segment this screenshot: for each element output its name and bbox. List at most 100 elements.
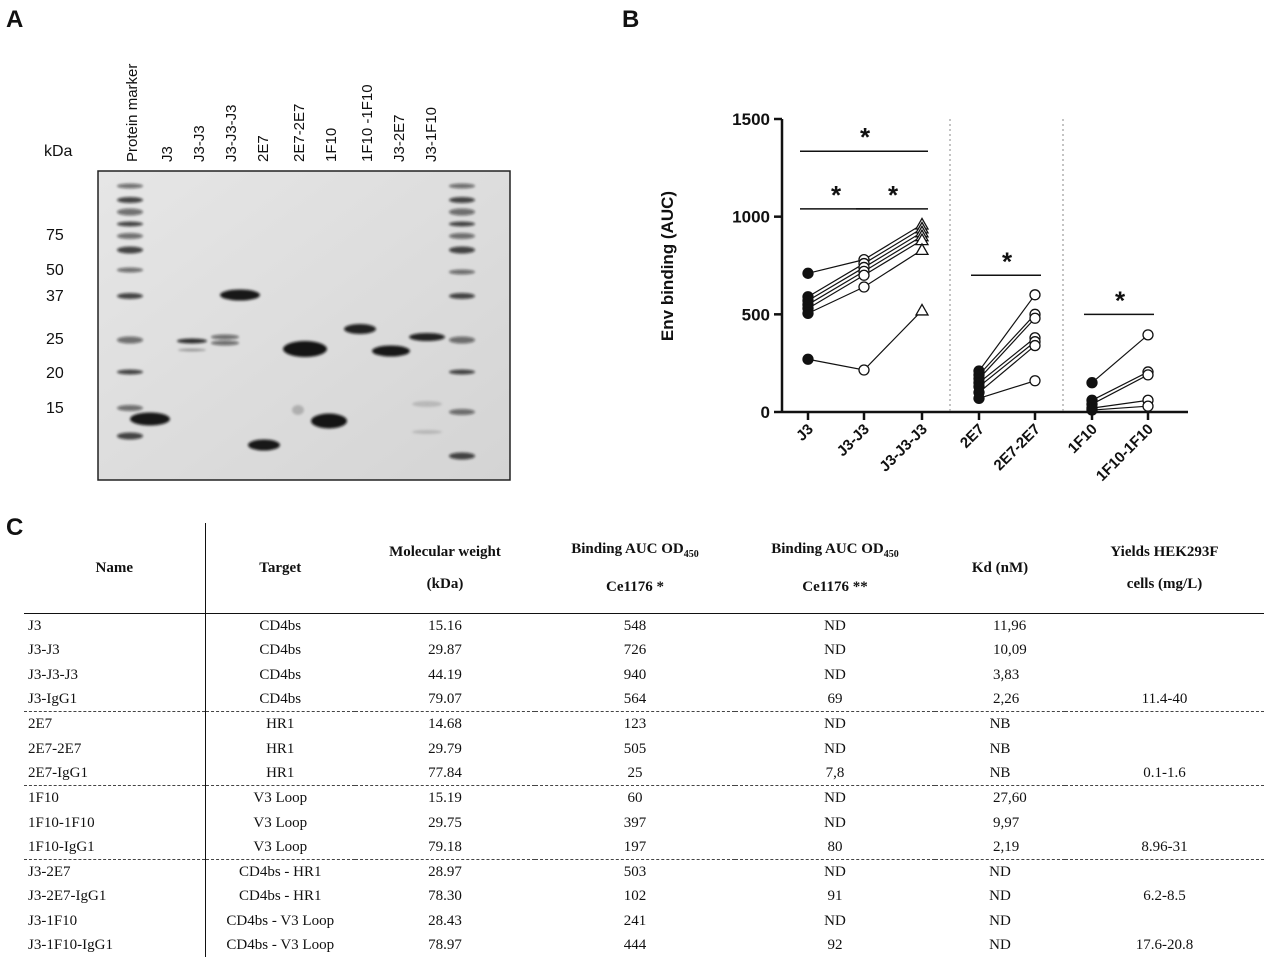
gel-band — [117, 267, 143, 273]
data-point — [858, 269, 870, 281]
cell-yield — [1065, 786, 1264, 811]
x-category-label: 2E7-2E7 — [991, 421, 1044, 474]
gel-band — [409, 333, 445, 341]
gel-marker-label: 20 — [46, 365, 64, 382]
gel-band — [220, 289, 260, 301]
cell-molecular-weight: 28.97 — [428, 864, 462, 881]
cell-binding-auc-2: ND — [824, 814, 846, 831]
table-row: 1F10-IgG1 V3 Loop 79.18 197 80 2,19 8.96-31 — [24, 834, 1264, 860]
gel-marker-label: 50 — [46, 262, 64, 279]
pair-line — [1091, 334, 1149, 384]
gel-lane-label: J3 — [159, 146, 176, 162]
gel-band — [412, 430, 442, 434]
cell-binding-auc-1: 25 — [535, 760, 735, 787]
gel-band — [449, 269, 475, 275]
gel-band — [117, 208, 143, 216]
gel-band — [449, 208, 475, 216]
cell-binding-auc-2: 69 — [735, 686, 935, 713]
table-header-row: Name Target Molecular weight (kDa) Bindi… — [24, 523, 1264, 614]
cell-target: HR1 — [205, 760, 355, 787]
panel-letter-c: C — [6, 514, 24, 541]
pair-line — [978, 380, 1036, 399]
gel-figure: kDa Protein marker J3 J3-J3 J3-J3-J3 2E7 2E7-… — [44, 64, 511, 481]
cell-kd: 10,09 — [993, 642, 1027, 659]
cell-yield — [1065, 712, 1264, 737]
data-point — [858, 364, 870, 376]
header-b2-line1: Binding AUC OD — [771, 541, 884, 557]
cell-yield — [1065, 810, 1264, 834]
cell-name: J3-1F10-IgG1 — [24, 932, 206, 958]
table-row: J3-1F10-IgG1 CD4bs - V3 Loop 78.97 444 92 ND 1… — [24, 932, 1264, 958]
cell-kd: ND — [989, 937, 1011, 953]
gel-band — [449, 246, 475, 254]
cell-kd: NB — [989, 740, 1011, 757]
cell-target: CD4bs — [259, 666, 302, 683]
y-tick-label: 1500 — [732, 110, 770, 129]
cell-target: V3 Loop — [253, 790, 308, 807]
gel-band — [211, 334, 239, 340]
y-tick-label: 0 — [761, 403, 770, 422]
cell-binding-auc-2: 91 — [827, 888, 843, 905]
cell-binding-auc-1: 726 — [623, 642, 647, 659]
data-point — [1029, 312, 1041, 324]
gel-band — [117, 293, 143, 299]
gel-unit-label: kDa — [44, 143, 73, 160]
table-row: J3 CD4bs 15.16 548 ND 11,96 — [24, 613, 1264, 639]
cell-yield — [1065, 663, 1264, 687]
cell-kd: ND — [989, 888, 1011, 905]
data-point — [1029, 375, 1041, 387]
cell-binding-auc-1: 102 — [623, 888, 647, 905]
gel-band — [412, 401, 442, 407]
cell-kd: ND — [989, 864, 1011, 881]
data-point — [1029, 289, 1041, 301]
cell-binding-auc-1: 397 — [623, 814, 647, 831]
cell-kd: 3,83 — [993, 666, 1020, 683]
gel-band — [117, 197, 143, 203]
gel-band — [117, 183, 143, 189]
cell-name: 2E7-IgG1 — [24, 760, 206, 787]
gel-band — [117, 432, 143, 440]
panel-letter-a: A — [6, 6, 24, 33]
gel-band — [248, 439, 280, 451]
cell-binding-auc-1: 241 — [623, 912, 647, 929]
gel-band — [449, 409, 475, 415]
cell-molecular-weight: 29.75 — [428, 814, 462, 831]
data-point — [914, 242, 930, 256]
cell-target: V3 Loop — [205, 834, 355, 860]
cell-molecular-weight: 44.19 — [428, 666, 462, 683]
pair-line — [978, 345, 1036, 393]
gel-band — [344, 324, 376, 334]
cell-molecular-weight: 15.16 — [428, 618, 462, 635]
cell-target: HR1 — [266, 740, 295, 757]
pair-line — [978, 294, 1036, 372]
gel-image — [97, 170, 511, 481]
cell-binding-auc-1: 548 — [623, 618, 647, 635]
gel-marker-label: 75 — [46, 227, 64, 244]
table-row: J3-J3-J3 CD4bs 44.19 940 ND 3,83 — [24, 662, 1264, 687]
cell-binding-auc-2: ND — [824, 864, 846, 881]
x-category-label: J3-J3-J3 — [876, 421, 930, 475]
cell-kd: 2,26 — [935, 686, 1065, 713]
pair-line — [1091, 371, 1149, 401]
gel-band — [372, 345, 410, 357]
header-b2-sub: 450 — [883, 549, 899, 560]
cell-name: J3 — [24, 613, 206, 639]
cell-molecular-weight: 79.07 — [355, 686, 535, 713]
cell-target: V3 Loop — [253, 814, 308, 831]
cell-kd: NB — [989, 716, 1011, 733]
cell-target: HR1 — [266, 716, 295, 733]
cell-yield — [1065, 909, 1264, 933]
cell-name: 1F10 — [24, 785, 206, 811]
x-category-label: J3 — [793, 421, 817, 445]
cell-molecular-weight: 14.68 — [428, 716, 462, 733]
gel-lane-label: J3-2E7 — [391, 114, 408, 162]
pair-line — [978, 337, 1036, 384]
cell-target: CD4bs — [205, 686, 355, 713]
cell-kd: 2,19 — [935, 834, 1065, 860]
gel-band — [449, 197, 475, 203]
data-point — [1086, 377, 1098, 389]
significance-label: * — [860, 122, 871, 152]
data-point — [802, 307, 814, 320]
header-b1-line1: Binding AUC OD — [571, 541, 684, 557]
cell-kd: NB — [935, 760, 1065, 787]
